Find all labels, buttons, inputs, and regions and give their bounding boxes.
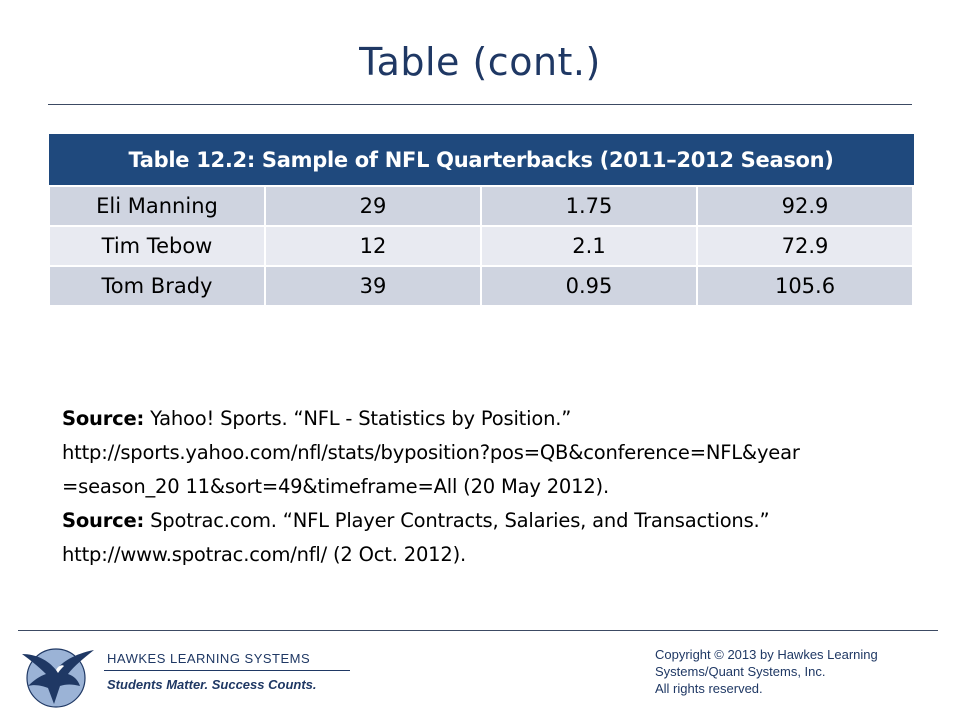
table-cell-player: Tom Brady [48,265,266,307]
eagle-logo-icon [22,648,94,708]
footer-divider [18,630,938,631]
company-divider [104,670,350,671]
table-cell: 92.9 [695,185,915,227]
tagline: Students Matter. Success Counts. [107,677,317,692]
table-row: Eli Manning 29 1.75 92.9 [48,185,915,227]
source-label: Source: [62,509,145,532]
company-name: HAWKES LEARNING SYSTEMS [107,651,311,666]
table-cell-player: Eli Manning [48,185,266,227]
table-cell: 29 [264,185,482,227]
table-cell: 1.75 [480,185,698,227]
source-url[interactable]: http://www.spotrac.com/nfl/ (2 Oct. 2012… [62,543,466,566]
sources-block: Source: Yahoo! Sports. “NFL - Statistics… [62,402,922,572]
source-line: Source: Yahoo! Sports. “NFL - Statistics… [62,402,922,436]
table-caption: Table 12.2: Sample of NFL Quarterbacks (… [48,134,914,187]
table-row: Tom Brady 39 0.95 105.6 [48,265,915,307]
copyright-line: Systems/Quant Systems, Inc. [655,664,826,679]
table-cell-player: Tim Tebow [48,225,266,267]
table-cell: 2.1 [480,225,698,267]
source-text: Yahoo! Sports. “NFL - Statistics by Posi… [144,407,572,430]
source-line: Source: Spotrac.com. “NFL Player Contrac… [62,504,922,538]
table-cell: 12 [264,225,482,267]
copyright-notice: Copyright © 2013 by Hawkes Learning Syst… [655,646,945,697]
quarterback-table: Table 12.2: Sample of NFL Quarterbacks (… [48,134,915,307]
table-cell: 39 [264,265,482,307]
source-text: Spotrac.com. “NFL Player Contracts, Sala… [144,509,770,532]
source-url[interactable]: http://sports.yahoo.com/nfl/stats/byposi… [62,441,800,464]
table-header-row: Table 12.2: Sample of NFL Quarterbacks (… [48,134,914,187]
table-cell: 105.6 [695,265,915,307]
source-url-continued: =season_20 11&sort=49&timeframe=All (20 … [62,475,609,498]
table-cell: 0.95 [480,265,698,307]
copyright-line: Copyright © 2013 by Hawkes Learning [655,647,878,662]
table-row: Tim Tebow 12 2.1 72.9 [48,225,915,267]
source-label: Source: [62,407,145,430]
copyright-line: All rights reserved. [655,681,763,696]
title-divider [48,104,912,105]
slide-title: Table (cont.) [359,40,601,84]
table-cell: 72.9 [695,225,915,267]
